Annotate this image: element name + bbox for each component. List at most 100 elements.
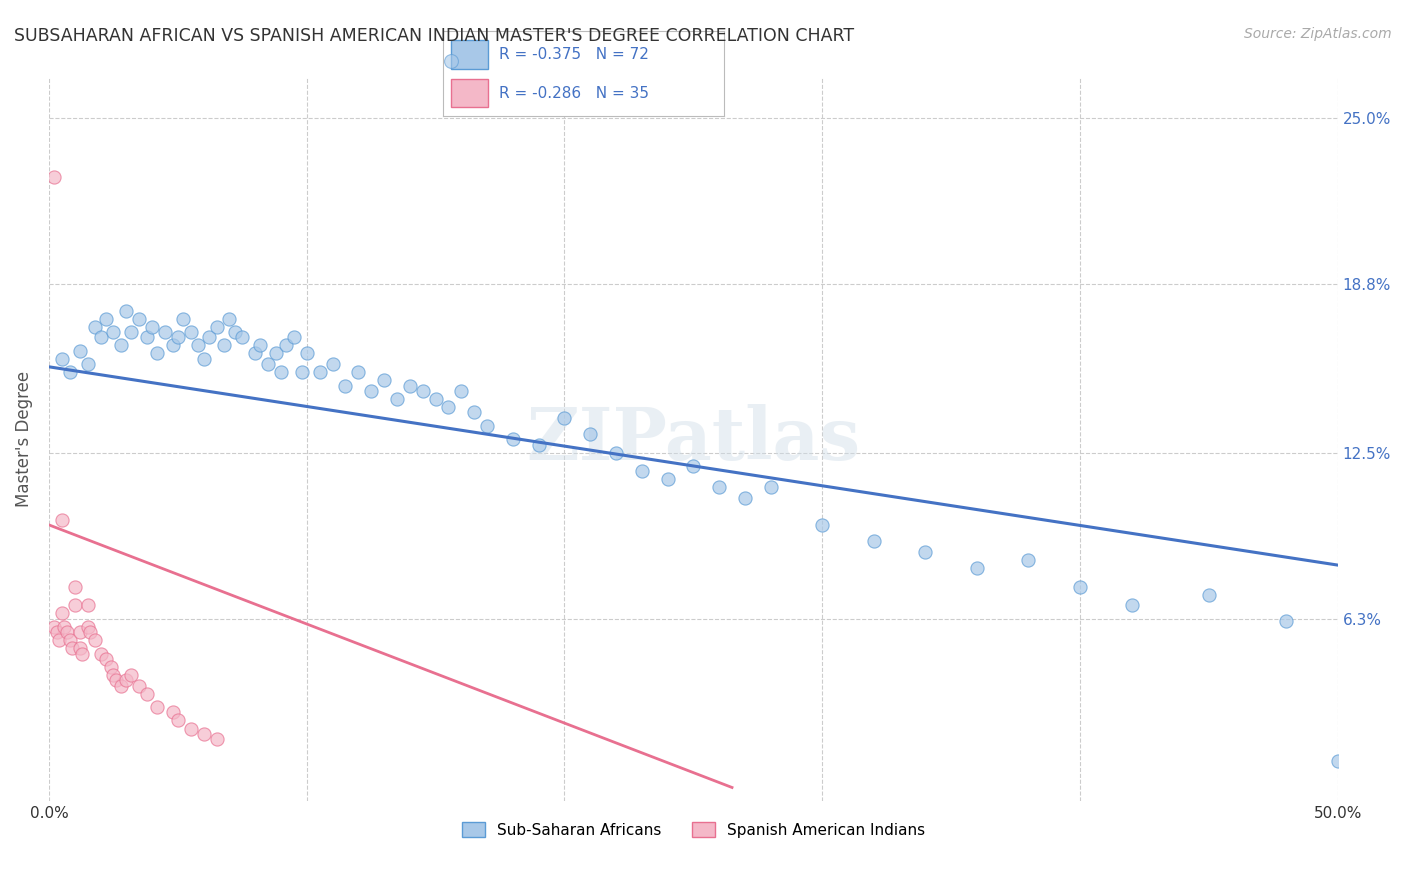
- Point: [283, 330, 305, 344]
- Point: [243, 346, 266, 360]
- Point: [579, 426, 602, 441]
- Point: [63, 580, 86, 594]
- Point: [231, 330, 253, 344]
- Point: [335, 378, 357, 392]
- Point: [53, 620, 76, 634]
- Point: [146, 700, 169, 714]
- Point: [1121, 599, 1143, 613]
- FancyBboxPatch shape: [451, 39, 488, 69]
- Point: [682, 458, 704, 473]
- Point: [166, 330, 188, 344]
- Point: [84, 319, 107, 334]
- Point: [264, 346, 287, 360]
- Point: [135, 687, 157, 701]
- FancyBboxPatch shape: [451, 78, 488, 108]
- Y-axis label: Master's Degree: Master's Degree: [15, 371, 32, 508]
- Point: [162, 338, 184, 352]
- Point: [94, 311, 117, 326]
- Point: [76, 620, 98, 634]
- Point: [153, 325, 176, 339]
- Point: [437, 400, 460, 414]
- Point: [1326, 754, 1348, 768]
- Point: [51, 351, 73, 366]
- Legend: Sub-Saharan Africans, Spanish American Indians: Sub-Saharan Africans, Spanish American I…: [456, 815, 931, 844]
- Point: [89, 647, 111, 661]
- Point: [104, 673, 127, 688]
- Point: [811, 517, 834, 532]
- Point: [146, 346, 169, 360]
- Point: [862, 533, 884, 548]
- Point: [308, 365, 330, 379]
- Point: [58, 365, 80, 379]
- Point: [45, 625, 67, 640]
- Point: [187, 338, 209, 352]
- Point: [475, 418, 498, 433]
- Point: [100, 660, 122, 674]
- Point: [398, 378, 420, 392]
- Point: [69, 343, 91, 358]
- Point: [180, 722, 202, 736]
- Point: [257, 357, 280, 371]
- Point: [205, 732, 228, 747]
- Point: [76, 599, 98, 613]
- Point: [51, 607, 73, 621]
- Point: [69, 641, 91, 656]
- Point: [373, 373, 395, 387]
- Point: [42, 169, 65, 184]
- Point: [89, 330, 111, 344]
- Point: [84, 633, 107, 648]
- Point: [734, 491, 756, 505]
- Point: [76, 357, 98, 371]
- Point: [42, 620, 65, 634]
- Point: [321, 357, 343, 371]
- Point: [128, 311, 150, 326]
- Point: [1198, 588, 1220, 602]
- Point: [135, 330, 157, 344]
- Point: [249, 338, 271, 352]
- Point: [212, 338, 235, 352]
- Point: [193, 351, 215, 366]
- Point: [110, 338, 132, 352]
- Point: [463, 405, 485, 419]
- Text: R = -0.375   N = 72: R = -0.375 N = 72: [499, 46, 650, 62]
- Point: [385, 392, 408, 406]
- Point: [450, 384, 472, 398]
- Point: [412, 384, 434, 398]
- Point: [180, 325, 202, 339]
- Point: [224, 325, 246, 339]
- Point: [502, 432, 524, 446]
- Point: [72, 647, 94, 661]
- Point: [58, 633, 80, 648]
- Point: [553, 410, 575, 425]
- Point: [205, 319, 228, 334]
- Point: [966, 561, 988, 575]
- Point: [759, 480, 782, 494]
- Point: [79, 625, 101, 640]
- Point: [360, 384, 382, 398]
- Point: [1069, 580, 1091, 594]
- Point: [128, 679, 150, 693]
- Point: [120, 325, 142, 339]
- Point: [1017, 553, 1039, 567]
- Point: [630, 464, 652, 478]
- Point: [162, 706, 184, 720]
- Point: [193, 727, 215, 741]
- Point: [527, 437, 550, 451]
- Text: Source: ZipAtlas.com: Source: ZipAtlas.com: [1244, 27, 1392, 41]
- Point: [56, 625, 79, 640]
- Point: [707, 480, 730, 494]
- Point: [115, 303, 138, 318]
- Point: [274, 338, 297, 352]
- Point: [172, 311, 194, 326]
- Text: ZIPatlas: ZIPatlas: [526, 404, 860, 475]
- Point: [48, 633, 70, 648]
- Text: R = -0.286   N = 35: R = -0.286 N = 35: [499, 86, 650, 101]
- Point: [605, 445, 627, 459]
- Point: [295, 346, 318, 360]
- Point: [115, 673, 138, 688]
- Point: [110, 679, 132, 693]
- Text: SUBSAHARAN AFRICAN VS SPANISH AMERICAN INDIAN MASTER'S DEGREE CORRELATION CHART: SUBSAHARAN AFRICAN VS SPANISH AMERICAN I…: [14, 27, 855, 45]
- Point: [425, 392, 447, 406]
- Point: [51, 512, 73, 526]
- Point: [218, 311, 240, 326]
